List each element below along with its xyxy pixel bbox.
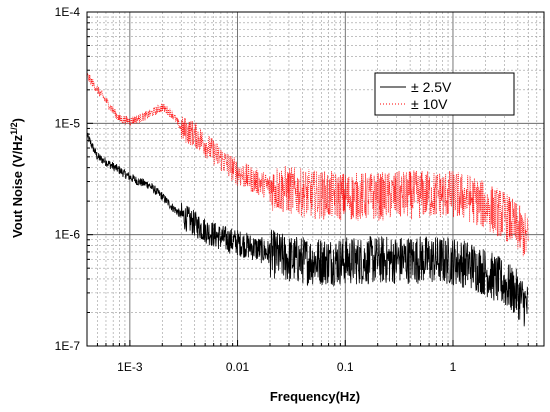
series-0-point bbox=[312, 260, 314, 262]
series-0-point bbox=[344, 260, 346, 262]
series-1-point bbox=[312, 193, 314, 195]
series-0-point bbox=[288, 258, 290, 260]
series-0-point bbox=[105, 161, 107, 163]
y-tick-label-2: 1E-5 bbox=[55, 116, 81, 130]
series-1-point bbox=[112, 110, 114, 112]
x-tick-label-2: 0.1 bbox=[337, 360, 354, 374]
series-1-point bbox=[105, 100, 107, 102]
series-0-point bbox=[112, 165, 114, 168]
x-axis-title: Frequency(Hz) bbox=[270, 389, 360, 404]
series-0-point bbox=[377, 259, 379, 261]
series-0-point bbox=[129, 176, 131, 178]
series-0-point bbox=[419, 258, 422, 260]
y-tick-label-1: 1E-6 bbox=[55, 228, 81, 242]
series-1-point bbox=[118, 118, 121, 120]
series-1-point bbox=[180, 127, 182, 130]
series-1-point bbox=[161, 106, 163, 108]
series-1-point bbox=[148, 113, 150, 116]
series-0-point bbox=[503, 283, 505, 285]
series-1-point bbox=[226, 163, 228, 165]
legend-label-0: ± 2.5V bbox=[411, 79, 452, 95]
axis-ticks bbox=[87, 16, 538, 346]
series-0-point bbox=[517, 293, 519, 296]
series-0-point bbox=[148, 184, 150, 186]
y-tick-label-3: 1E-4 bbox=[55, 5, 81, 19]
series-1-point bbox=[377, 195, 379, 198]
series-0-point bbox=[471, 264, 473, 266]
series-0-point bbox=[124, 173, 126, 175]
series-1-point bbox=[255, 180, 258, 183]
series-1-point bbox=[419, 193, 422, 195]
series-1-point bbox=[344, 195, 346, 198]
series-0-point bbox=[161, 195, 163, 198]
series-1-point bbox=[517, 227, 519, 229]
series-0-point bbox=[484, 271, 487, 273]
grid bbox=[87, 12, 544, 346]
series-0-point bbox=[96, 156, 99, 158]
series-0-point bbox=[236, 241, 239, 244]
series-0 bbox=[86, 132, 529, 327]
legend-label-1: ± 10V bbox=[411, 96, 448, 112]
plot-frame bbox=[86, 11, 545, 347]
tick-labels: 1E-3 0.01 0.1 1 1E-7 1E-6 1E-5 1E-4 bbox=[55, 5, 457, 374]
series-1-point bbox=[213, 151, 215, 153]
y-axis-title-close: ) bbox=[10, 118, 25, 122]
series-0-point bbox=[180, 214, 182, 216]
series-0-point bbox=[172, 207, 174, 209]
x-tick-label-1: 0.01 bbox=[226, 360, 250, 374]
x-tick-label-0: 1E-3 bbox=[117, 360, 143, 374]
legend-box bbox=[374, 72, 515, 116]
series-0-point bbox=[527, 307, 529, 309]
series-1-point bbox=[172, 113, 174, 116]
y-tick-label-0: 1E-7 bbox=[55, 339, 81, 353]
series-0-point bbox=[255, 247, 258, 250]
series-1-point bbox=[236, 172, 239, 174]
x-tick-label-3: 1 bbox=[450, 360, 457, 374]
series-1-point bbox=[96, 89, 99, 91]
series-1-point bbox=[503, 214, 505, 216]
series-1-point bbox=[269, 186, 271, 188]
series-1-point bbox=[452, 193, 454, 195]
series-1-point bbox=[137, 118, 139, 120]
y-axis-title-main: Vout Noise (V/Hz bbox=[10, 134, 25, 238]
series-layer bbox=[86, 72, 529, 327]
series-0-point bbox=[226, 239, 228, 241]
series-0-point bbox=[137, 180, 139, 183]
series-line-0 bbox=[86, 132, 529, 327]
series-1-point bbox=[129, 120, 131, 122]
legend: ± 2.5V ± 10V bbox=[374, 72, 515, 116]
series-0-point bbox=[118, 169, 121, 171]
series-0-point bbox=[194, 223, 196, 225]
series-line-1 bbox=[86, 72, 529, 257]
series-1-point bbox=[484, 205, 487, 207]
series-1-point bbox=[194, 133, 196, 135]
series-0-point bbox=[213, 234, 215, 236]
series-0-point bbox=[204, 229, 206, 231]
series-1 bbox=[86, 72, 529, 257]
series-0-point bbox=[452, 260, 454, 262]
series-1-point bbox=[471, 198, 473, 200]
series-1-point bbox=[204, 143, 206, 145]
series-1-point bbox=[527, 239, 529, 241]
series-0-point bbox=[269, 252, 271, 254]
y-axis-title: Vout Noise (V/Hz1/2) bbox=[9, 118, 25, 238]
y-axis-title-exponent: 1/2 bbox=[9, 122, 19, 135]
series-1-point bbox=[288, 189, 290, 191]
